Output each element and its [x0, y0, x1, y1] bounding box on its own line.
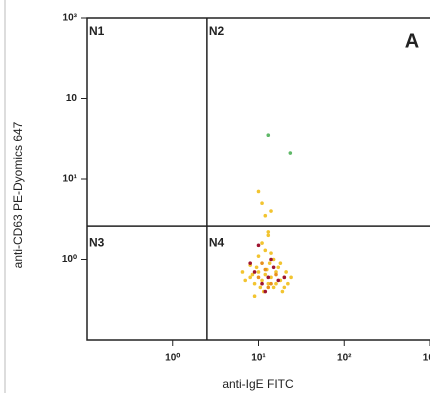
event-dot [263, 267, 268, 272]
y-axis-label: anti-CD63 PE-Dyomics 647 [11, 121, 25, 268]
event-dot [278, 261, 283, 265]
event-dot [252, 281, 257, 286]
event-dot [260, 261, 264, 265]
event-dot [289, 275, 293, 280]
event-dot [271, 265, 276, 270]
event-dot [288, 151, 293, 155]
plot-frame [86, 17, 430, 341]
event-dot [258, 285, 263, 290]
event-dot [250, 272, 255, 277]
quadrant-label: N1 [89, 24, 105, 38]
event-dot [256, 189, 261, 194]
event-dot [263, 248, 268, 253]
event-dot [252, 270, 257, 274]
event-dot [274, 270, 278, 274]
event-dot [266, 233, 271, 238]
event-dot [282, 285, 287, 290]
x-tick-label: 10³ [423, 353, 430, 364]
event-dot [263, 289, 268, 294]
event-dot [266, 133, 271, 138]
event-dot [256, 254, 261, 258]
event-dot [271, 257, 276, 262]
event-dot [256, 275, 261, 280]
y-tick-label: 10³ [63, 13, 78, 24]
event-dot [269, 209, 273, 213]
event-dot [269, 275, 273, 280]
y-tick-label: 10⁰ [62, 254, 77, 265]
event-dot [267, 261, 272, 265]
y-tick-label: 10¹ [63, 174, 78, 185]
event-dot [266, 230, 271, 234]
panel-label: A [405, 30, 419, 52]
event-dot [263, 272, 268, 277]
event-dot [254, 265, 259, 270]
x-axis-label: anti-IgE FITC [222, 377, 294, 391]
event-dot [252, 294, 257, 299]
event-dot [282, 275, 287, 280]
event-dot [260, 241, 264, 245]
event-dot [263, 213, 268, 218]
event-dot [276, 265, 281, 270]
event-dot [266, 285, 271, 290]
event-dot [284, 270, 288, 274]
event-dot [260, 278, 264, 283]
event-dot [271, 285, 276, 290]
event-dot [240, 270, 245, 274]
event-dot [256, 270, 261, 274]
event-dot [260, 281, 264, 286]
x-tick-label: 10⁰ [165, 353, 180, 364]
event-dot [248, 261, 252, 265]
event-dot [274, 281, 278, 286]
x-tick-label: 10² [337, 353, 352, 364]
event-dot [243, 278, 248, 283]
event-dot [269, 257, 273, 262]
event-dot [260, 201, 264, 206]
event-dot [256, 243, 261, 248]
event-dot [266, 281, 271, 286]
event-dot [286, 281, 290, 286]
event-dot [269, 251, 273, 255]
event-dot [266, 275, 271, 280]
y-tick-label: 10 [66, 93, 78, 104]
event-dot [248, 275, 252, 280]
quadrant-label: N3 [89, 235, 105, 249]
event-dot [274, 272, 278, 277]
event-dot [269, 281, 273, 286]
x-tick-label: 10¹ [251, 353, 266, 364]
event-dot [280, 289, 285, 294]
quadrant-label: N2 [209, 24, 225, 38]
event-dot [276, 278, 281, 283]
quadrant-label: N4 [209, 235, 225, 249]
